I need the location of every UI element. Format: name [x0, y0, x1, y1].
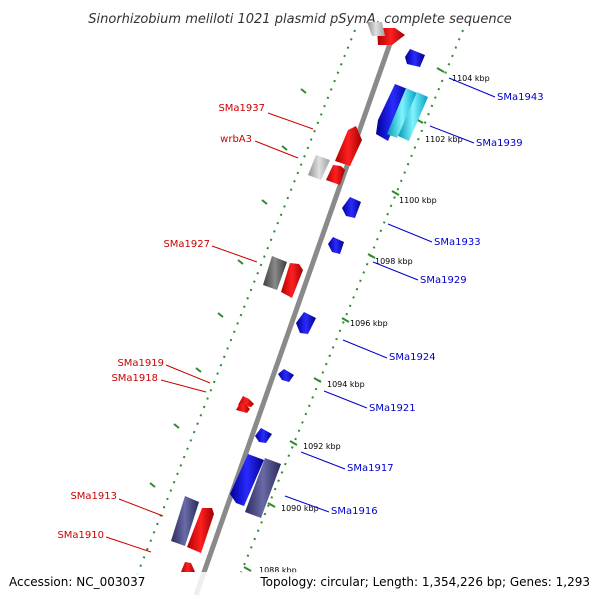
- gene-label-sma1917: SMa1917: [347, 463, 394, 474]
- kbp-tick-label: 1104 kbp: [452, 74, 490, 83]
- kbp-tick-label: 1090 kbp: [281, 504, 319, 513]
- gene-arrow: [171, 496, 199, 546]
- gene-arrow: [387, 88, 417, 138]
- topology-text: Topology: circular; Length: 1,354,226 bp…: [259, 575, 590, 589]
- gene-arrow: [230, 454, 264, 506]
- accession-text: Accession: NC_003037: [9, 575, 145, 589]
- gene-label-sma1937: SMa1937: [218, 103, 265, 114]
- kbp-tick-label: 1088 kbp: [259, 566, 297, 575]
- kbp-tick-label: 1096 kbp: [350, 319, 388, 328]
- gene-arrow: [296, 312, 316, 334]
- gene-label-sma1916: SMa1916: [331, 506, 378, 517]
- plasmid-backbone: [193, 34, 396, 596]
- gene-arrow: [245, 458, 281, 518]
- outer-tick-track: [239, 29, 464, 576]
- gene-label-sma1918: SMa1918: [111, 373, 158, 384]
- map-title: Sinorhizobium meliloti 1021 plasmid pSym…: [88, 12, 511, 27]
- kbp-tick-label: 1094 kbp: [327, 380, 365, 389]
- gene-label-sma1929: SMa1929: [420, 275, 467, 286]
- gene-arrow: [326, 165, 345, 185]
- footer-background: [0, 572, 600, 600]
- gene-arrow: [236, 403, 250, 413]
- gene-arrow: [255, 428, 272, 443]
- gene-arrow: [181, 562, 195, 572]
- right-gene-labels: SMa1943 SMa1939 SMa1933 SMa1929 SMa1924 …: [284, 77, 544, 517]
- kbp-tick-label: 1092 kbp: [303, 442, 341, 451]
- gene-label-sma1927: SMa1927: [163, 239, 210, 250]
- kbp-tick-label: 1098 kbp: [375, 257, 413, 266]
- gene-label-sma1933: SMa1933: [434, 237, 481, 248]
- left-gene-labels: SMa1937 wrbA3 SMa1927 SMa1919 SMa1918 SM…: [57, 103, 314, 553]
- gene-arrow: [398, 92, 428, 141]
- gene-arrow: [281, 263, 303, 298]
- gene-label-sma1924: SMa1924: [389, 352, 436, 363]
- gene-label-sma1939: SMa1939: [476, 138, 523, 149]
- kbp-tick-labels: 1104 kbp 1102 kbp 1100 kbp 1098 kbp 1096…: [259, 74, 490, 575]
- gene-arrow: [342, 197, 361, 218]
- gene-label-sma1921: SMa1921: [369, 403, 416, 414]
- gene-label-sma1919: SMa1919: [117, 358, 164, 369]
- gene-label-wrba3: wrbA3: [220, 134, 252, 145]
- gene-arrow: [335, 126, 362, 166]
- gene-arrow: [367, 22, 385, 36]
- forward-strand-genes: [181, 28, 405, 572]
- tick-dashes: [149, 67, 445, 572]
- gene-arrow: [405, 49, 425, 67]
- kbp-tick-label: 1100 kbp: [399, 196, 437, 205]
- gene-arrow: [278, 369, 294, 382]
- kbp-tick-label: 1102 kbp: [425, 135, 463, 144]
- gene-arrow: [376, 84, 410, 141]
- gene-arrow: [187, 508, 214, 553]
- gene-label-sma1910: SMa1910: [57, 530, 104, 541]
- gene-label-sma1943: SMa1943: [497, 92, 544, 103]
- gene-arrow: [263, 256, 287, 290]
- gene-arrow: [308, 155, 330, 180]
- gene-arrow: [328, 237, 344, 254]
- reverse-strand-genes: [230, 49, 428, 506]
- gene-label-sma1913: SMa1913: [70, 491, 117, 502]
